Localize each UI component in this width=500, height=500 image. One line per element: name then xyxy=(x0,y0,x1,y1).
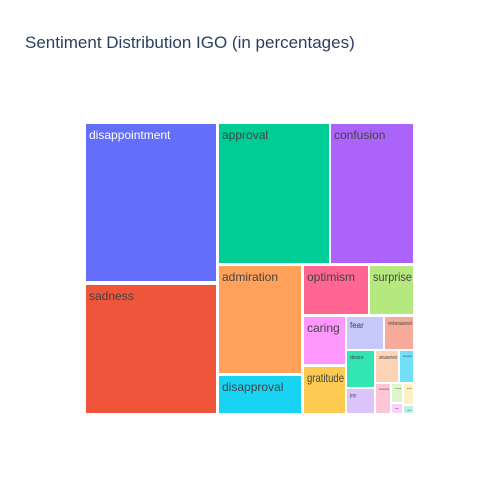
tile-joy[interactable]: joy xyxy=(347,389,374,413)
tile-label-sadness: sadness xyxy=(89,289,134,303)
tile-rect-caring xyxy=(304,317,345,364)
tile-label-annoyance: annoyance xyxy=(403,354,412,358)
tile-optimism[interactable]: optimism xyxy=(304,266,368,314)
tile-rect-admiration xyxy=(219,266,301,373)
tile-love[interactable]: love xyxy=(392,404,402,413)
tile-rect-love xyxy=(392,404,402,413)
tile-label-gratitude: gratitude xyxy=(307,371,344,385)
tile-label-curiosity: curiosity xyxy=(379,387,389,391)
tile-label-disapproval: disapproval xyxy=(222,380,283,394)
tile-rect-pride xyxy=(404,384,413,404)
tile-rect-optimism xyxy=(304,266,368,314)
tile-rect-approval xyxy=(219,124,329,263)
tile-rect-disapproval xyxy=(219,376,301,413)
tile-pride[interactable]: pride xyxy=(404,384,413,404)
tile-label-love: love xyxy=(395,408,400,410)
tile-relief[interactable]: relief xyxy=(404,406,413,413)
tile-rect-fear xyxy=(347,317,383,349)
tile-confusion[interactable]: confusion xyxy=(331,124,413,263)
tile-annoyance[interactable]: annoyance xyxy=(400,351,413,382)
tile-sadness[interactable]: sadness xyxy=(86,285,216,413)
tile-label-desire: desire xyxy=(350,355,364,361)
tile-rect-desire xyxy=(347,351,374,387)
tile-label-admiration: admiration xyxy=(222,270,278,284)
tile-rect-embarrassment xyxy=(385,317,413,349)
chart-title: Sentiment Distribution IGO (in percentag… xyxy=(25,33,355,52)
tile-approval[interactable]: approval xyxy=(219,124,329,263)
tile-curiosity[interactable]: curiosity xyxy=(376,384,390,413)
tile-rect-surprise xyxy=(370,266,413,314)
tile-label-relief: relief xyxy=(407,410,412,412)
tile-label-approval: approval xyxy=(222,128,268,142)
tile-label-amusement: amusement xyxy=(379,355,397,361)
tile-caring[interactable]: caring xyxy=(304,317,345,364)
tile-amusement[interactable]: amusement xyxy=(376,351,398,382)
tile-label-disappointment: disappointment xyxy=(89,128,171,142)
tile-rect-amusement xyxy=(376,351,398,382)
tile-admiration[interactable]: admiration xyxy=(219,266,301,373)
tile-label-joy: joy xyxy=(349,393,357,399)
tile-gratitude[interactable]: gratitude xyxy=(304,367,345,413)
tile-label-optimism: optimism xyxy=(307,270,355,284)
tile-rect-annoyance xyxy=(400,351,413,382)
tile-rect-gratitude xyxy=(304,367,345,413)
tile-fear[interactable]: fear xyxy=(347,317,383,349)
tile-rect-relief xyxy=(404,406,413,413)
tile-embarrassment[interactable]: embarrassment xyxy=(385,317,413,349)
tile-label-fear: fear xyxy=(350,321,364,330)
tile-label-confusion: confusion xyxy=(334,128,385,142)
tile-label-embarrassment: embarrassment xyxy=(388,321,412,327)
tile-disappointment[interactable]: disappointment xyxy=(86,124,216,281)
tile-desire[interactable]: desire xyxy=(347,351,374,387)
tile-label-caring: caring xyxy=(307,321,340,335)
tile-label-excitement: excitement xyxy=(395,387,401,390)
tile-rect-sadness xyxy=(86,285,216,413)
tile-rect-disappointment xyxy=(86,124,216,281)
tile-excitement[interactable]: excitement xyxy=(392,384,402,402)
tile-disapproval[interactable]: disapproval xyxy=(219,376,301,413)
tile-surprise[interactable]: surprise xyxy=(370,266,413,314)
tile-rect-curiosity xyxy=(376,384,390,413)
tile-label-surprise: surprise xyxy=(373,270,412,284)
tile-rect-joy xyxy=(347,389,374,413)
tile-rect-confusion xyxy=(331,124,413,263)
tile-rect-excitement xyxy=(392,384,402,402)
tile-label-pride: pride xyxy=(407,388,412,390)
